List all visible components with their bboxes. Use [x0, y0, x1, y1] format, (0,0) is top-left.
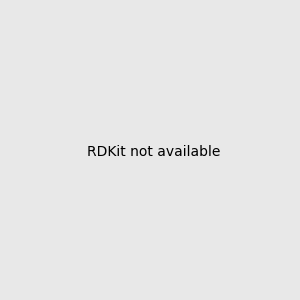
Text: RDKit not available: RDKit not available [87, 145, 220, 158]
